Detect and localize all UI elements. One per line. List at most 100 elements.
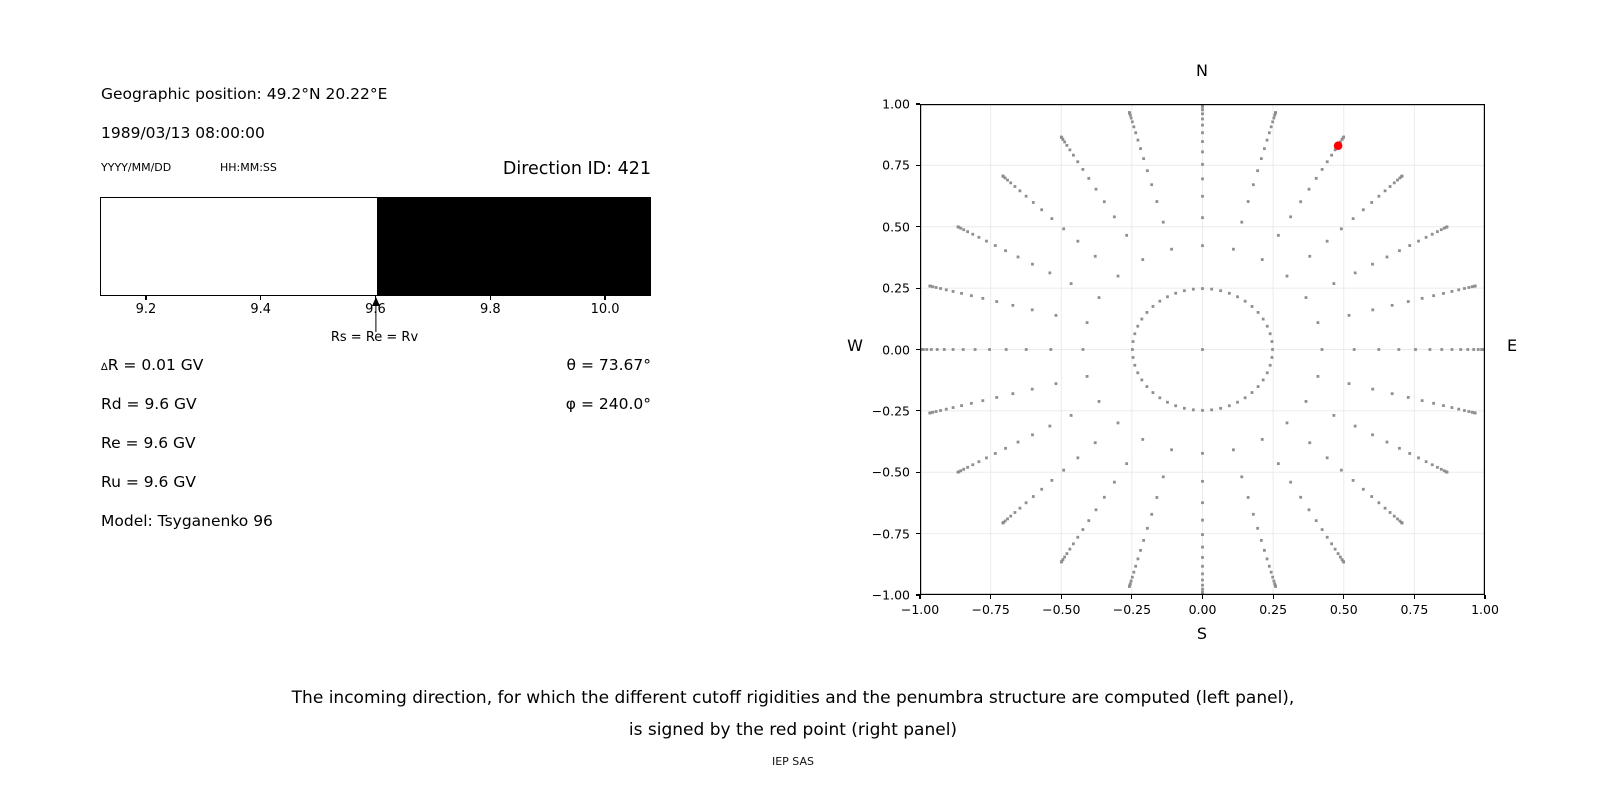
direction-dot: [1054, 313, 1058, 317]
direction-dot: [1466, 348, 1470, 351]
direction-dot: [1158, 299, 1162, 303]
direction-dot: [1435, 230, 1439, 234]
direction-dot: [1396, 178, 1399, 182]
direction-dot: [1476, 348, 1480, 351]
tick-label: 0.25: [1259, 602, 1288, 617]
tick-label: 10.0: [590, 302, 620, 317]
direction-dot: [1338, 555, 1342, 559]
direction-dot: [1024, 501, 1028, 505]
direction-dot: [1059, 135, 1063, 139]
direction-dot: [1470, 285, 1474, 289]
direction-dot: [1353, 424, 1357, 428]
tick-mark: [145, 296, 147, 300]
direction-dot: [1011, 392, 1015, 396]
direction-map-x-axis: −1.00 −0.75 −0.50 −0.25 0.00 0.25 0.50 0.75 1.00: [901, 595, 1499, 625]
direction-dot: [1250, 305, 1254, 308]
direction-dot: [1132, 570, 1136, 574]
direction-dot: [1390, 303, 1394, 307]
direction-dot: [1097, 400, 1101, 403]
time-format-label: HH:MM:SS: [220, 161, 277, 174]
direction-dot: [931, 410, 935, 414]
direction-dot: [1385, 440, 1389, 444]
direction-dot: [1004, 249, 1007, 253]
direction-dot: [1339, 227, 1343, 231]
direction-dot: [1397, 348, 1401, 351]
direction-dot: [1361, 487, 1365, 491]
direction-dot: [1145, 385, 1149, 388]
tick-mark: [916, 287, 920, 289]
direction-dot: [1134, 131, 1138, 135]
direction-dot: [1071, 542, 1075, 546]
direction-dot: [1201, 583, 1204, 587]
direction-dot: [1201, 112, 1204, 116]
tick-mark: [1413, 595, 1415, 599]
direction-dot: [1377, 501, 1381, 505]
direction-dot: [1450, 290, 1454, 293]
delta-symbol: ∆: [101, 362, 108, 373]
direction-dot: [966, 465, 970, 469]
direction-dot: [1232, 247, 1235, 251]
direction-dot: [1398, 519, 1402, 523]
direction-dot: [1093, 254, 1097, 258]
direction-dot: [971, 232, 975, 236]
direction-dot: [1210, 287, 1214, 291]
direction-dot: [1442, 469, 1446, 473]
direction-dot: [1006, 178, 1009, 182]
direction-dot: [961, 348, 965, 351]
direction-dot: [1210, 408, 1214, 412]
direction-dot: [934, 286, 938, 289]
direction-dot: [1201, 150, 1204, 154]
direction-dot: [1435, 465, 1439, 469]
direction-dot: [1166, 400, 1169, 404]
direction-dot: [951, 348, 955, 351]
direction-dot: [1063, 140, 1067, 144]
direction-dot: [1314, 176, 1318, 180]
direction-dot: [1132, 125, 1136, 129]
direction-dot: [1065, 143, 1069, 147]
direction-dot: [1417, 456, 1420, 460]
direction-dot: [1155, 496, 1159, 499]
direction-dot: [1142, 157, 1146, 161]
direction-dot: [1270, 356, 1274, 359]
direction-dot: [1201, 177, 1204, 181]
direction-dot: [1031, 433, 1034, 437]
direction-dot: [1333, 148, 1337, 152]
direction-dot: [1069, 414, 1073, 417]
direction-dot: [1406, 300, 1410, 303]
direction-dot: [1068, 547, 1072, 551]
direction-dot: [1470, 410, 1474, 414]
direction-dot: [973, 348, 977, 351]
direction-dot: [1450, 406, 1454, 409]
direction-dot: [1289, 215, 1293, 219]
tick-mark: [916, 226, 920, 228]
direction-dot: [1240, 220, 1244, 224]
direction-dot: [1459, 348, 1463, 351]
direction-dot: [1227, 404, 1231, 408]
direction-dot: [1136, 138, 1140, 142]
direction-dot: [995, 396, 999, 399]
direction-dot: [1133, 332, 1137, 336]
direction-dot: [931, 285, 935, 289]
direction-dot: [1182, 406, 1186, 410]
tick-mark: [990, 595, 992, 599]
direction-dot: [1398, 176, 1402, 180]
direction-dot: [1076, 160, 1080, 164]
direction-dot: [1031, 495, 1035, 498]
direction-dot: [951, 290, 955, 293]
direction-dot: [1001, 521, 1005, 525]
tick-mark: [919, 595, 921, 599]
direction-dot: [1139, 548, 1142, 552]
direction-dot: [1430, 232, 1434, 236]
direction-dot: [1031, 201, 1035, 204]
tick-mark: [916, 103, 920, 105]
direction-dot: [959, 226, 963, 230]
direction-dot: [985, 456, 988, 460]
direction-dot: [1417, 239, 1420, 243]
tick-label: −0.50: [1042, 602, 1081, 617]
direction-dot: [1094, 187, 1098, 191]
direction-dot: [1061, 138, 1065, 141]
direction-dot: [1406, 396, 1410, 399]
direction-dot: [1261, 378, 1265, 382]
direction-dot: [1270, 340, 1274, 343]
direction-dot: [944, 407, 948, 411]
